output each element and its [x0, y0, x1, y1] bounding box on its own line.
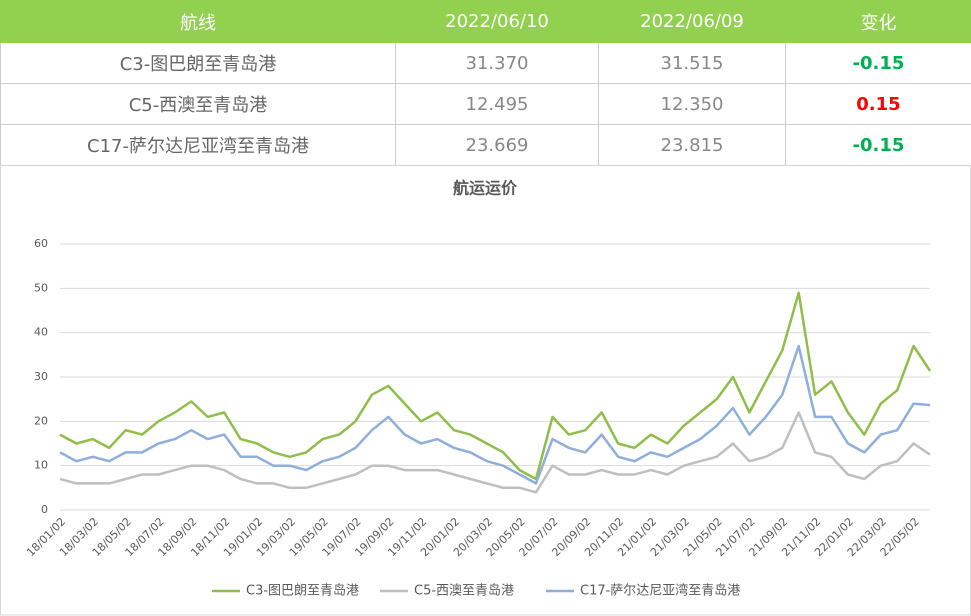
cell: 23.815	[598, 124, 786, 166]
y-tick-label: 30	[34, 370, 48, 383]
table-row: C5-西澳至青岛港 12.495 12.350 0.15	[0, 83, 971, 125]
chart: 航运运价 010203040506018/01/0218/03/0218/05/…	[0, 165, 971, 616]
cell: 12.350	[598, 83, 786, 125]
route: C3-图巴朗至青岛港	[0, 42, 396, 84]
y-tick-label: 0	[41, 503, 48, 516]
table-row: C3-图巴朗至青岛港 31.370 31.515 -0.15	[0, 42, 971, 84]
y-tick-label: 10	[34, 459, 48, 472]
y-tick-label: 60	[34, 237, 48, 250]
change: -0.15	[785, 124, 971, 166]
series-line	[59, 411, 931, 494]
change: 0.15	[785, 83, 971, 125]
header-cell: 航线	[0, 0, 396, 43]
y-tick-label: 40	[34, 326, 48, 339]
legend-label: C17-萨尔达尼亚湾至青岛港	[580, 583, 740, 599]
header-cell: 变化	[785, 0, 971, 43]
route: C5-西澳至青岛港	[0, 83, 396, 125]
series-line	[59, 344, 931, 485]
cell: 31.515	[598, 42, 786, 84]
rate-table: 航线 2022/06/10 2022/06/09 变化 C3-图巴朗至青岛港 3…	[0, 0, 971, 166]
route: C17-萨尔达尼亚湾至青岛港	[0, 124, 396, 166]
y-tick-label: 50	[34, 281, 48, 294]
cell: 31.370	[395, 42, 599, 84]
header-cell: 2022/06/09	[598, 0, 786, 43]
series-line	[59, 291, 932, 481]
cell: 12.495	[395, 83, 599, 125]
legend-label: C5-西澳至青岛港	[414, 583, 514, 599]
cell: 23.669	[395, 124, 599, 166]
header-row: 航线 2022/06/10 2022/06/09 变化	[0, 0, 971, 43]
legend-label: C3-图巴朗至青岛港	[246, 583, 359, 599]
change: -0.15	[785, 42, 971, 84]
header-cell: 2022/06/10	[395, 0, 599, 43]
y-tick-label: 20	[34, 414, 48, 427]
table-row: C17-萨尔达尼亚湾至青岛港 23.669 23.815 -0.15	[0, 124, 971, 166]
chart-title: 航运运价	[453, 179, 518, 198]
